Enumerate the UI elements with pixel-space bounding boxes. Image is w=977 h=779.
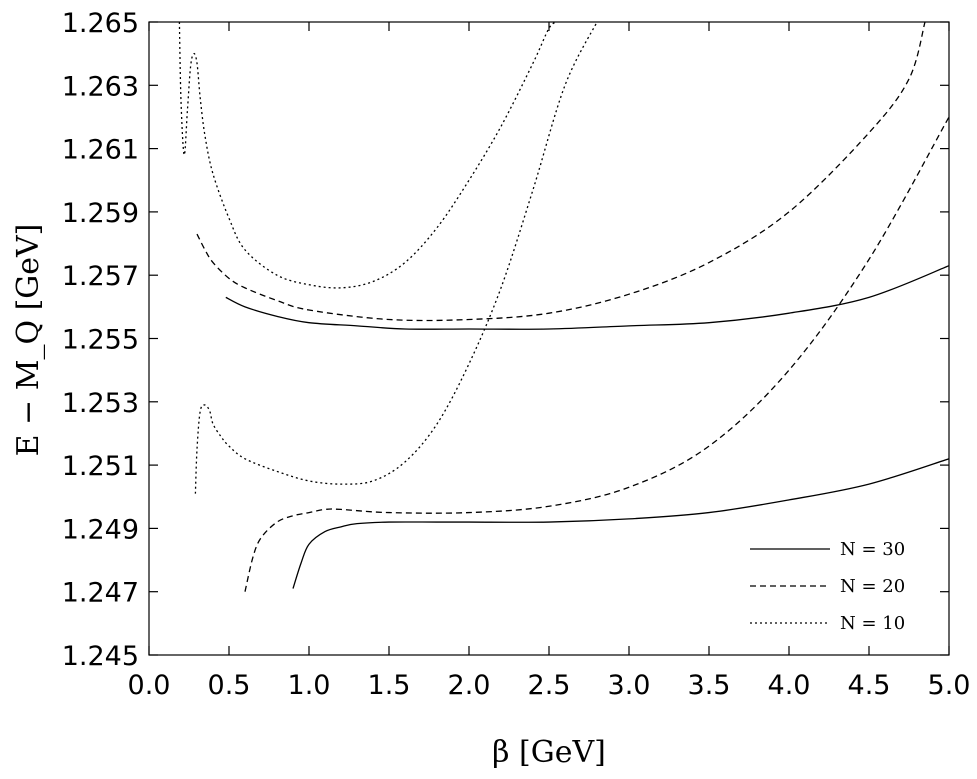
legend-label: N = 30 [840,539,905,560]
y-tick-label: 1.255 [62,325,139,356]
plot-frame [148,21,950,656]
x-tick-label: 4.0 [768,670,811,701]
x-tick-label: 1.0 [288,670,331,701]
series-curves [178,22,949,592]
y-tick-label: 1.257 [62,261,139,292]
x-tick-label: 2.0 [448,670,491,701]
y-tick-label: 1.265 [62,8,139,39]
x-tick-label: 2.5 [528,670,571,701]
x-tick-label: 3.5 [688,670,731,701]
y-tick-label: 1.259 [62,198,139,229]
y-tick-label: 1.245 [62,641,139,672]
y-tick-labels: 1.245 1.247 1.249 1.251 1.253 1.255 1.257 1.259… [62,8,139,672]
x-tick-label: 5.0 [928,670,971,701]
x-tick-labels: 0.0 0.5 1.0 1.5 2.0 2.5 3.0 3.5 4.0 4.5 5.0 [128,670,971,701]
legend: N = 30 N = 20 N = 10 [750,539,905,634]
axis-ticks [148,21,950,656]
y-tick-label: 1.249 [62,514,139,545]
series-line-solid-2 [292,458,949,589]
series-line-dotted-1 [178,22,558,289]
y-tick-label: 1.253 [62,388,139,419]
x-tick-label: 3.0 [608,670,651,701]
y-tick-label: 1.247 [62,578,139,609]
x-axis-title: β [GeV] [492,735,606,770]
y-tick-label: 1.261 [62,135,139,166]
series-line-solid-1 [225,265,949,330]
series-line-dashed-1 [196,22,926,322]
x-tick-label: 4.5 [848,670,891,701]
y-axis-title: E − M_Q [GeV] [11,224,46,457]
x-tick-label: 1.5 [368,670,411,701]
x-tick-label: 0.5 [208,670,251,701]
legend-label: N = 10 [840,613,905,634]
legend-label: N = 20 [840,576,905,597]
y-tick-label: 1.251 [62,451,139,482]
series-line-dotted-2 [194,22,598,494]
y-tick-label: 1.263 [62,71,139,102]
x-tick-label: 0.0 [128,670,171,701]
